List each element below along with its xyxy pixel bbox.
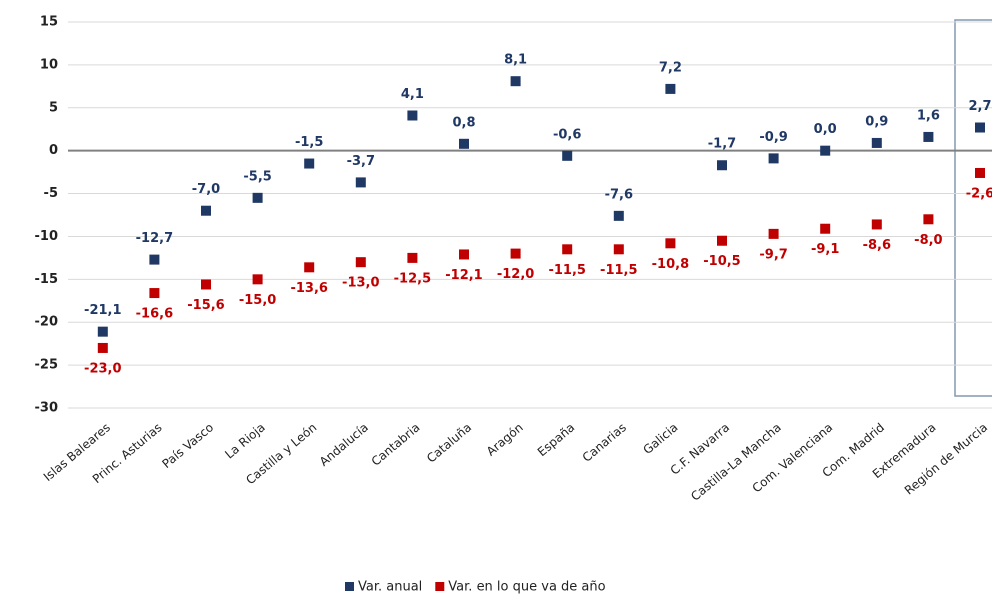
y-tick-label: 15: [40, 15, 58, 30]
marker: [562, 150, 573, 161]
data-label: -9,7: [759, 247, 787, 262]
x-tick-label: Andalucía: [317, 420, 371, 469]
legend-swatch: [345, 582, 354, 591]
data-label: -12,0: [497, 267, 534, 282]
data-label: -16,6: [136, 307, 173, 322]
marker: [613, 210, 624, 221]
data-label: -21,1: [84, 303, 121, 318]
data-label: -23,0: [84, 361, 121, 376]
marker: [355, 257, 366, 268]
legend-label: Var. en lo que va de año: [448, 580, 605, 595]
data-label: -13,6: [290, 281, 327, 296]
y-tick-label: -15: [35, 272, 59, 287]
x-tick-label: Aragón: [484, 420, 526, 458]
marker: [871, 137, 882, 148]
marker: [923, 131, 934, 142]
highlight-box: [954, 19, 992, 397]
marker: [407, 110, 418, 121]
data-label: -15,6: [187, 298, 224, 313]
data-label: -1,5: [295, 135, 323, 150]
x-tick-label: Canarias: [580, 420, 629, 465]
marker: [820, 145, 831, 156]
marker: [975, 122, 985, 133]
marker: [820, 223, 831, 234]
marker: [665, 83, 676, 94]
x-tick-label: España: [535, 420, 578, 459]
data-label: -7,0: [192, 182, 220, 197]
marker: [201, 279, 211, 290]
marker: [407, 252, 418, 263]
data-label: -0,6: [553, 127, 581, 142]
marker: [97, 342, 108, 353]
marker: [459, 138, 469, 149]
marker: [201, 205, 211, 216]
marker: [613, 244, 624, 255]
x-tick-label: Galicia: [640, 420, 680, 457]
marker: [97, 326, 108, 337]
data-label: -7,6: [605, 187, 633, 202]
y-tick-label: -20: [35, 315, 59, 330]
marker: [665, 238, 676, 249]
y-tick-label: -10: [35, 229, 59, 244]
marker: [717, 235, 727, 246]
data-label: -1,7: [708, 137, 736, 152]
x-tick-label: Cataluña: [424, 420, 474, 465]
marker: [149, 254, 160, 265]
data-label: -10,8: [652, 257, 689, 272]
marker: [562, 244, 573, 255]
marker: [871, 219, 882, 230]
marker: [149, 288, 160, 299]
data-label: 0,9: [865, 114, 888, 129]
data-label: 0,8: [452, 115, 475, 130]
data-label: -2,6: [966, 186, 992, 201]
marker: [355, 177, 366, 188]
marker: [252, 192, 263, 203]
x-tick-label: Cantabria: [369, 420, 423, 468]
x-tick-label: La Rioja: [222, 420, 267, 461]
marker: [717, 160, 727, 171]
data-label: -13,0: [342, 276, 379, 291]
data-label: -3,7: [347, 154, 375, 169]
y-tick-label: -5: [44, 186, 58, 201]
marker: [252, 274, 263, 285]
legend-label: Var. anual: [358, 580, 422, 595]
data-label: -12,1: [445, 268, 482, 283]
marker: [510, 248, 521, 259]
marker: [510, 76, 521, 87]
marker: [304, 262, 315, 273]
legend-swatch: [435, 582, 445, 591]
marker: [923, 214, 934, 225]
data-label: 0,0: [814, 122, 837, 137]
data-label: -9,1: [811, 242, 839, 257]
data-label: -8,0: [914, 233, 942, 248]
data-label: 8,1: [504, 53, 527, 68]
data-label: -10,5: [703, 254, 740, 269]
y-tick-label: 0: [49, 143, 58, 158]
x-tick-label: Castilla-La Mancha: [688, 420, 784, 503]
marker: [975, 167, 985, 178]
marker: [768, 228, 779, 239]
data-label: -0,9: [759, 130, 787, 145]
y-tick-label: -25: [35, 358, 59, 373]
data-label: -15,0: [239, 293, 276, 308]
data-label: 7,2: [659, 60, 682, 75]
y-tick-label: 10: [40, 57, 58, 72]
marker: [459, 249, 469, 260]
data-label: -12,7: [136, 231, 173, 246]
data-label: 4,1: [401, 87, 424, 102]
data-label: 2,7: [968, 99, 991, 114]
y-tick-label: 5: [49, 100, 58, 115]
data-label: 1,6: [917, 108, 940, 123]
y-tick-label: -30: [35, 401, 59, 416]
marker: [304, 158, 315, 169]
data-label: -8,6: [863, 238, 891, 253]
data-label: -12,5: [394, 271, 431, 286]
legend: Var. anual Var. en lo que va de año: [345, 580, 606, 595]
data-label: -11,5: [548, 263, 585, 278]
marker: [768, 153, 779, 164]
data-label: -5,5: [243, 169, 271, 184]
x-tick-label: País Vasco: [159, 420, 216, 471]
data-label: -11,5: [600, 263, 637, 278]
